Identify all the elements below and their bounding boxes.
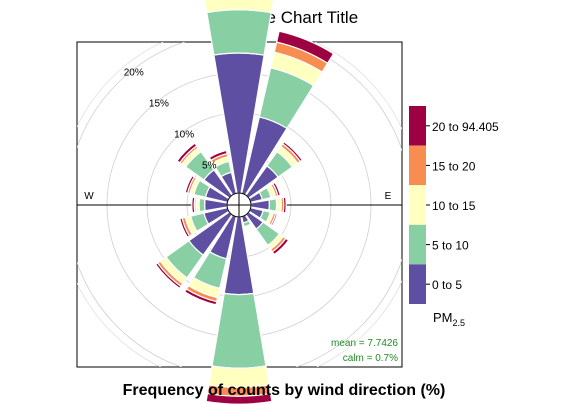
legend-title: PM2.5: [433, 310, 465, 328]
bar-e-20-to-94_405: [282, 196, 287, 214]
bar-wnw-20-to-94_405: [184, 174, 196, 194]
bar-n-5-to-10: [206, 9, 272, 56]
radial-tick-label-20: 20%: [124, 67, 144, 78]
bar-wsw-20-to-94_405: [179, 217, 191, 239]
bar-se-20-to-94_405: [271, 237, 290, 256]
bar-n-10-to-15: [204, 0, 274, 14]
mean-annotation: mean = 7.7426: [331, 338, 398, 349]
bar-s-5-to-10: [211, 292, 267, 369]
bar-nne-20-to-94_405: [275, 30, 335, 65]
bar-ene-20-to-94_405: [272, 181, 282, 197]
bar-sw-20-to-94_405: [154, 262, 182, 290]
bar-nw-20-to-94_405: [176, 142, 198, 164]
legend-swatch-1: [409, 145, 426, 186]
legend-label-3: 5 to 10: [432, 239, 469, 253]
radial-tick-label-5: 5%: [202, 161, 217, 172]
legend-label-1: 15 to 20: [432, 159, 476, 173]
calm-annotation: calm = 0.7%: [343, 353, 398, 364]
bar-ne-20-to-94_405: [281, 140, 304, 163]
compass-label-w: W: [84, 191, 94, 202]
bar-w-5-to-10: [198, 197, 206, 213]
legend-swatch-0: [409, 106, 426, 146]
legend-title-subscript: 2.5: [453, 318, 466, 328]
legend-label-4: 0 to 5: [432, 278, 462, 292]
legend-label-0: 20 to 94.405: [432, 120, 499, 134]
bar-e-5-to-10: [268, 198, 278, 212]
legend-swatch-3: [409, 224, 426, 265]
bar-sse-20-to-94_405: [243, 225, 254, 231]
compass-label-e: E: [385, 191, 392, 202]
bar-ese-20-to-94_405: [270, 212, 278, 227]
wind-rose-bars: [154, 0, 335, 404]
radial-tick-labels: 5% 10% 15% 20%: [124, 67, 217, 171]
legend-label-2: 10 to 15: [432, 199, 476, 213]
bar-nnw-20-to-94_405: [208, 149, 228, 162]
legend: 20 to 94.405 15 to 20 10 to 15 5 to 10 0 to …: [409, 106, 499, 304]
x-axis-label: Frequency of counts by wind direction (%…: [123, 382, 446, 399]
calm-circle: [226, 192, 252, 218]
legend-swatch-4: [409, 264, 426, 304]
legend-swatch-2: [409, 185, 426, 225]
bar-w-20-to-94_405: [191, 196, 196, 214]
legend-title-main: PM: [433, 310, 453, 325]
radial-tick-label-15: 15%: [149, 98, 169, 109]
radial-tick-label-10: 10%: [174, 130, 194, 141]
bar-ssw-20-to-94_405: [183, 288, 218, 306]
